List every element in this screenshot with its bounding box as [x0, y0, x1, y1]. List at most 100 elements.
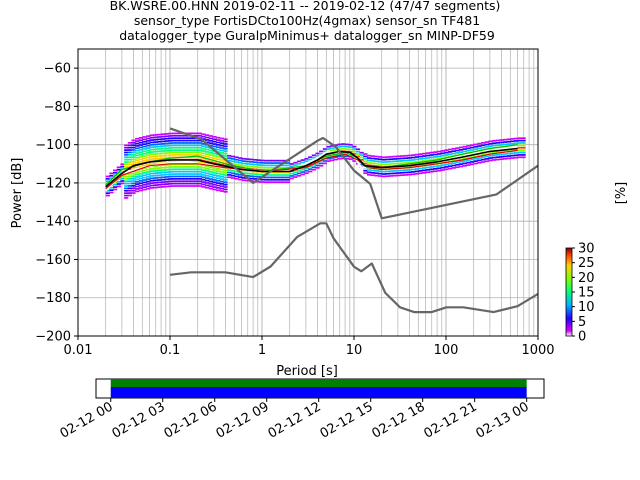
heat-cell	[208, 182, 213, 185]
heat-cell	[135, 147, 140, 150]
heat-cell	[392, 155, 397, 158]
heat-cell	[411, 168, 416, 171]
heat-cell	[219, 187, 224, 190]
heat-cell	[311, 168, 316, 171]
heat-cell	[326, 160, 331, 162]
heat-cell	[186, 149, 191, 151]
heat-cell	[127, 192, 132, 194]
heat-cell	[194, 185, 199, 187]
heat-cell	[131, 146, 136, 149]
heat-cell	[194, 144, 199, 147]
heat-cell	[127, 185, 132, 187]
heat-cell	[385, 160, 390, 163]
heat-cell	[194, 163, 199, 166]
heat-cell	[378, 163, 383, 165]
heat-cell	[168, 142, 173, 144]
heat-cell	[168, 163, 173, 166]
heat-cell	[455, 166, 460, 169]
heat-cell	[223, 150, 228, 153]
heat-cell	[175, 134, 180, 137]
heat-cell	[197, 132, 202, 135]
heat-cell	[124, 163, 129, 166]
heat-cell	[293, 173, 298, 176]
heat-cell	[186, 185, 191, 187]
heat-cell	[499, 139, 504, 141]
heat-cell	[179, 151, 184, 154]
heat-cell	[197, 161, 202, 163]
heat-cell	[182, 182, 188, 185]
heat-cell	[466, 164, 471, 166]
heat-cell	[422, 159, 427, 162]
heat-cell	[179, 168, 184, 171]
heat-cell	[146, 152, 151, 154]
heat-cell	[304, 169, 309, 172]
heat-cell	[499, 141, 504, 144]
heat-cell	[341, 145, 346, 148]
heat-cell	[274, 159, 280, 162]
heat-cell	[400, 157, 405, 160]
heat-cell	[138, 141, 143, 144]
heat-cell	[157, 138, 162, 141]
heat-cell	[425, 154, 431, 157]
heat-cell	[182, 166, 188, 168]
heat-cell	[444, 149, 449, 152]
heat-cell	[433, 170, 438, 173]
timeline-bar-green	[110, 379, 527, 387]
heat-cell	[131, 173, 136, 175]
heat-cell	[403, 169, 408, 171]
heat-cell	[182, 144, 188, 147]
heat-cell	[366, 157, 372, 159]
heat-cell	[216, 158, 221, 161]
heat-cell	[179, 142, 184, 144]
heat-cell	[201, 154, 206, 157]
heat-cell	[260, 173, 265, 176]
heat-cell	[458, 158, 464, 161]
heat-cell	[433, 165, 438, 168]
heat-cell	[197, 149, 202, 151]
heat-cell	[425, 159, 431, 162]
heat-cell	[135, 137, 140, 140]
heat-cell	[407, 169, 412, 171]
heat-cell	[197, 173, 202, 175]
heat-cell	[392, 158, 397, 160]
heat-cell	[389, 175, 394, 177]
heat-cell	[378, 158, 383, 161]
heat-cell	[286, 181, 291, 184]
heat-cell	[208, 151, 213, 154]
heat-cell	[142, 138, 147, 141]
heat-cell	[216, 144, 221, 146]
heat-cell	[160, 147, 166, 150]
heat-cell	[510, 154, 515, 157]
heat-cell	[396, 155, 401, 158]
heat-cell	[352, 150, 357, 153]
heat-cell	[131, 189, 136, 192]
heat-cell	[219, 190, 224, 192]
heat-cell	[124, 151, 129, 154]
heat-cell	[381, 170, 386, 173]
heat-cell	[201, 171, 206, 174]
heat-cell	[175, 137, 180, 140]
heat-cell	[197, 177, 202, 180]
heat-cell	[473, 143, 478, 146]
heat-cell	[506, 157, 511, 160]
heat-cell	[223, 143, 228, 145]
heat-cell	[414, 153, 419, 156]
heat-cell	[381, 173, 386, 175]
heat-cell	[381, 175, 386, 178]
heat-cell	[315, 162, 320, 164]
heat-cell	[168, 180, 173, 183]
heat-cell	[160, 138, 166, 140]
heat-cell	[194, 177, 199, 180]
heat-cell	[462, 160, 467, 162]
ppsd-curves	[104, 127, 538, 314]
curve-mean-black	[105, 147, 518, 188]
heat-cell	[245, 165, 250, 168]
x-tick-label: 0.1	[160, 343, 181, 358]
heat-cell	[124, 189, 129, 192]
heat-cell	[142, 152, 147, 155]
heat-cell	[205, 177, 210, 180]
heat-cell	[135, 190, 140, 193]
heat-cell	[477, 147, 482, 150]
heat-cell	[153, 167, 158, 170]
timeline-tick-label: 02-12 03	[110, 399, 168, 441]
